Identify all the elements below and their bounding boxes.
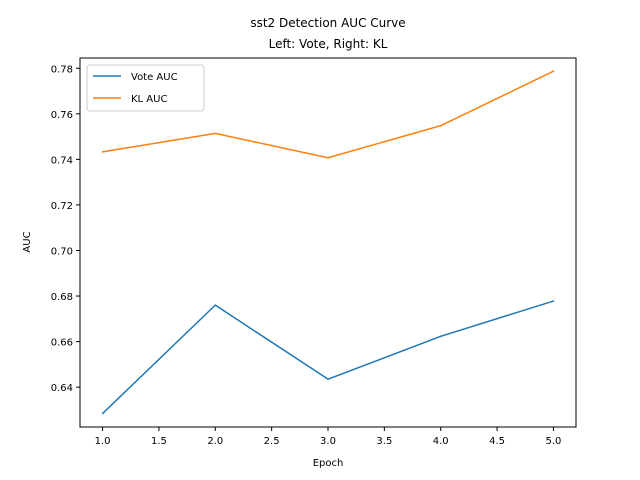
- x-tick-label: 4.5: [489, 436, 505, 447]
- kl-auc-data-point: [101, 151, 104, 153]
- plot-area-frame: [79, 57, 577, 428]
- x-tick-label: 4.0: [433, 436, 449, 447]
- kl-auc-data-point: [214, 132, 217, 135]
- y-tick-label: 0.70: [51, 246, 73, 257]
- vote-auc-data-point: [214, 304, 217, 306]
- y-tick-label: 0.66: [51, 338, 73, 349]
- chart-subtitle: Left: Vote, Right: KL: [269, 37, 388, 51]
- x-tick-label: 3.5: [376, 436, 392, 447]
- chart-title: sst2 Detection AUC Curve: [250, 16, 405, 30]
- vote-auc-data-point: [439, 335, 442, 338]
- vote-auc-data-point: [552, 300, 555, 302]
- y-tick-label: 0.76: [51, 110, 73, 121]
- y-tick-label: 0.78: [51, 64, 73, 75]
- y-tick-label: 0.68: [51, 292, 73, 303]
- x-tick-label: 1.5: [151, 436, 167, 447]
- vote-auc-data-point: [327, 378, 329, 380]
- kl-auc-data-point: [439, 124, 442, 127]
- x-tick-label: 2.5: [264, 436, 280, 447]
- kl-auc-data-point: [327, 156, 329, 159]
- x-tick-label: 5.0: [546, 436, 562, 447]
- kl-auc-data-point: [552, 70, 555, 73]
- y-tick-label: 0.72: [51, 201, 73, 212]
- legend: Vote AUC KL AUC: [86, 64, 205, 112]
- y-tick-label: 0.74: [51, 155, 73, 166]
- x-tick-label: 1.0: [95, 436, 111, 447]
- y-axis-label: AUC: [22, 231, 33, 252]
- y-tick-label: 0.64: [51, 383, 73, 394]
- x-axis-label: Epoch: [313, 458, 344, 469]
- vote-auc-data-point: [101, 412, 104, 415]
- kl-auc-legend-label: KL AUC: [131, 94, 167, 105]
- vote-auc-legend-label: Vote AUC: [131, 72, 178, 83]
- x-tick-label: 3.0: [320, 436, 336, 447]
- x-tick-label: 2.0: [207, 436, 223, 447]
